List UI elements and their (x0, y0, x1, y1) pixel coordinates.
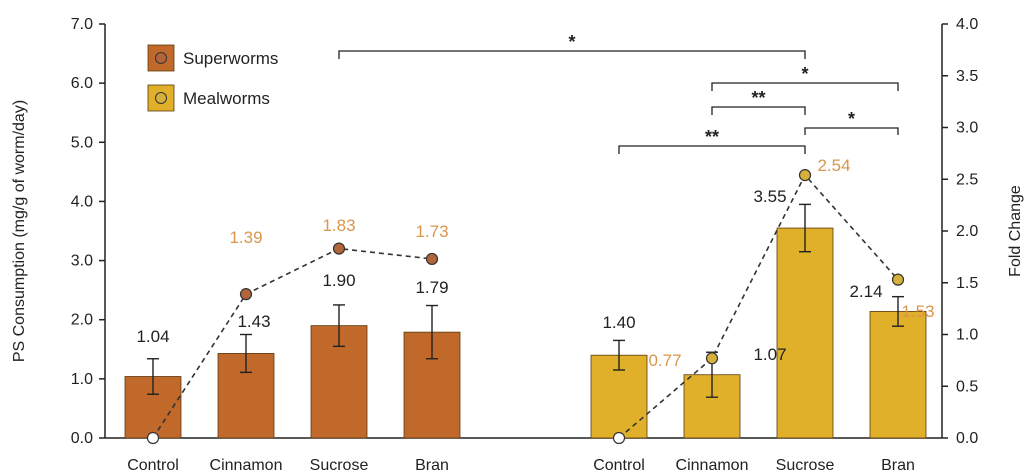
significance-bracket (711, 106, 806, 115)
y2-tick-label: 2.5 (956, 171, 978, 188)
y-tick-label: 7.0 (71, 16, 93, 33)
category-label: Sucrose (776, 457, 835, 474)
fold-change-line (152, 247, 433, 439)
category-label: Cinnamon (676, 457, 749, 474)
fold-change-point (705, 352, 719, 365)
y-tick-label: 4.0 (71, 193, 93, 210)
fold-change-label: 2.54 (817, 156, 850, 175)
y-tick-label: 0.0 (71, 430, 93, 447)
y2-tick-label: 2.0 (956, 223, 978, 240)
value-label: 3.55 (753, 187, 786, 206)
significance-star: ** (751, 88, 765, 108)
value-label: 1.40 (602, 313, 635, 332)
significance-bracket (711, 82, 899, 91)
significance-star: * (801, 64, 808, 84)
fold-change-point (891, 273, 905, 286)
bar (869, 311, 927, 439)
category-label: Control (593, 457, 645, 474)
y2-tick-label: 0.0 (956, 430, 978, 447)
significance-star: * (848, 109, 855, 129)
fold-change-point (612, 431, 626, 445)
y-tick-label: 6.0 (71, 75, 93, 92)
category-label: Control (127, 457, 179, 474)
y-tick-label: 3.0 (71, 253, 93, 270)
category-label: Cinnamon (210, 457, 283, 474)
category-label: Bran (415, 457, 449, 474)
fold-change-point (425, 252, 439, 266)
fold-change-label: 0.77 (648, 351, 681, 370)
value-label: 1.43 (237, 312, 270, 331)
bar (776, 227, 834, 439)
fold-change-label: 1.53 (901, 302, 934, 321)
significance-star: ** (705, 127, 719, 147)
y-axis-title: PS Consumption (mg/g of worm/day) (11, 100, 28, 362)
y2-axis-title: Fold Change (1007, 185, 1024, 277)
y-tick-label: 1.0 (71, 371, 93, 388)
fold-change-point (146, 431, 160, 445)
legend: Superworms Mealworms (147, 44, 278, 112)
significance-bracket (804, 127, 899, 135)
fold-change-line (618, 173, 899, 439)
significance-bracket (618, 145, 806, 154)
fold-change-point (332, 242, 346, 255)
legend-label: Superworms (183, 49, 278, 68)
legend-label: Mealworms (183, 89, 270, 108)
legend-marker (155, 92, 167, 104)
value-label: 1.07 (753, 345, 786, 364)
data-labels: Control Cinnamon Sucrose Bran Control Cinnamo… (127, 156, 934, 474)
fold-change-label: 1.73 (415, 222, 448, 241)
y2-tick-label: 3.0 (956, 120, 978, 137)
significance-brackets: ******* (338, 32, 899, 154)
y2-tick-label: 1.0 (956, 327, 978, 344)
value-label: 1.79 (415, 278, 448, 297)
significance-star: * (568, 32, 575, 52)
value-label: 1.90 (322, 271, 355, 290)
value-label: 2.14 (849, 282, 882, 301)
legend-marker (155, 52, 167, 64)
significance-bracket (338, 50, 806, 59)
category-label: Sucrose (310, 457, 369, 474)
y-tick-label: 2.0 (71, 312, 93, 329)
y2-tick-label: 4.0 (956, 16, 978, 33)
y2-tick-label: 1.5 (956, 275, 978, 292)
fold-change-point (798, 169, 812, 182)
category-label: Bran (881, 457, 915, 474)
y2-tick-label: 3.5 (956, 68, 978, 85)
fold-change-point (239, 288, 253, 301)
value-label: 1.04 (136, 327, 169, 346)
fold-change-lines (146, 169, 905, 445)
bars (124, 203, 927, 439)
fold-change-label: 1.39 (229, 228, 262, 247)
y2-tick-label: 0.5 (956, 378, 978, 395)
fold-change-label: 1.83 (322, 216, 355, 235)
y-tick-label: 5.0 (71, 134, 93, 151)
